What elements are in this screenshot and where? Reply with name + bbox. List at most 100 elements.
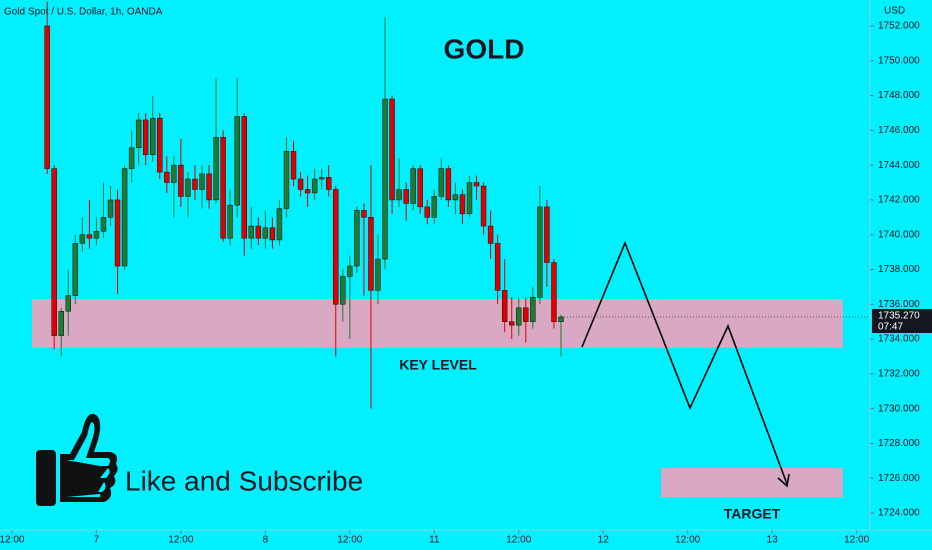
projection-arrowhead xyxy=(777,473,790,488)
y-tick-label: 1746.000 xyxy=(878,125,920,136)
candle-body xyxy=(375,258,381,291)
countdown-label: 07:47 xyxy=(878,322,903,333)
y-tick-label: 1740.000 xyxy=(878,229,920,240)
x-tick-label: 12:00 xyxy=(337,535,362,546)
candle-body xyxy=(107,199,114,218)
candle-body xyxy=(164,171,170,183)
y-tick-label: 1742.000 xyxy=(878,195,920,206)
x-tick-label: 12:00 xyxy=(0,535,25,546)
candle-body xyxy=(114,199,121,267)
x-tick-label: 13 xyxy=(767,535,779,546)
candle-body xyxy=(431,196,438,218)
candle-body xyxy=(509,321,515,326)
candle-body xyxy=(452,194,459,201)
y-tick-label: 1744.000 xyxy=(878,160,920,171)
candle-body xyxy=(354,210,360,267)
candle-body xyxy=(206,173,212,201)
y-tick-label: 1732.000 xyxy=(878,368,920,379)
candle-body xyxy=(276,208,283,241)
key-level-zone xyxy=(32,299,843,348)
candle-body xyxy=(304,189,311,194)
candle-body xyxy=(199,173,205,190)
chart-title: GOLD xyxy=(444,33,525,64)
y-tick-label: 1736.000 xyxy=(878,299,920,310)
candle-body xyxy=(551,262,557,322)
x-tick-label: 12:00 xyxy=(675,535,700,546)
y-tick-label: 1734.000 xyxy=(878,334,920,345)
candle-body xyxy=(417,168,423,208)
candle-body xyxy=(121,168,128,267)
candle-body xyxy=(530,297,536,322)
x-tick-label: 11 xyxy=(429,535,440,546)
x-tick-label: 12:00 xyxy=(844,535,869,546)
candle-body xyxy=(262,227,269,239)
candle-body xyxy=(142,119,149,155)
candle-body xyxy=(185,178,191,197)
candle-body xyxy=(459,194,466,215)
candle-body xyxy=(220,137,226,239)
candle-body xyxy=(248,225,254,239)
candle-body xyxy=(178,164,184,197)
y-tick-label: 1748.000 xyxy=(878,90,920,101)
candle-body xyxy=(135,119,142,148)
y-tick-label: 1724.000 xyxy=(878,508,920,519)
candle-body xyxy=(438,168,445,197)
candle-body xyxy=(241,116,247,239)
target-zone xyxy=(661,467,843,498)
candle-body xyxy=(58,310,64,336)
candle-body xyxy=(558,316,564,322)
y-tick-label: 1752.000 xyxy=(878,21,920,32)
key-level-label: KEY LEVEL xyxy=(399,357,477,373)
x-tick-label: 8 xyxy=(263,535,269,546)
candle-body xyxy=(297,178,304,190)
candle-body xyxy=(340,276,346,305)
candle-body xyxy=(269,227,276,241)
y-tick-label: 1730.000 xyxy=(878,403,920,414)
y-tick-label: 1728.000 xyxy=(878,438,920,449)
y-tick-label: 1738.000 xyxy=(878,264,920,275)
cta-text: Like and Subscribe xyxy=(125,465,363,496)
candle-body xyxy=(44,25,50,169)
candle-body xyxy=(501,290,508,322)
candle-body xyxy=(157,117,163,173)
candle-body xyxy=(544,206,550,263)
candle-body xyxy=(537,206,543,298)
last-price-label: 1735.270 xyxy=(878,311,920,322)
candle-body xyxy=(192,178,198,190)
y-tick-label: 1726.000 xyxy=(878,473,920,484)
candle-body xyxy=(100,217,107,232)
candle-body xyxy=(368,217,374,291)
candle-body xyxy=(326,177,332,190)
zones xyxy=(32,299,843,498)
candle-body xyxy=(51,168,57,336)
candle-body xyxy=(234,116,240,206)
candle-body xyxy=(382,98,388,260)
candle-body xyxy=(410,168,416,204)
candle-body xyxy=(347,265,353,277)
candle-body xyxy=(445,168,452,201)
thumbs-up-icon xyxy=(36,413,118,506)
y-tick-label: 1750.000 xyxy=(878,55,920,66)
candle-body xyxy=(79,234,86,244)
candle-body xyxy=(171,164,177,183)
x-tick-label: 12 xyxy=(598,535,610,546)
symbol-label: Gold Spot / U.S. Dollar, 1h, OANDA xyxy=(4,7,163,18)
candle-body xyxy=(311,178,318,194)
candle-body xyxy=(283,150,290,209)
candle-body xyxy=(466,182,473,215)
candle-body xyxy=(72,243,79,296)
candle-body xyxy=(389,98,395,201)
x-tick-label: 7 xyxy=(94,535,100,546)
candle-body xyxy=(480,185,487,227)
candle-body xyxy=(403,189,409,204)
candle-body xyxy=(333,189,339,305)
candle-body xyxy=(473,182,480,187)
candle-body xyxy=(255,225,262,239)
candle-body xyxy=(494,243,501,291)
projection-path xyxy=(581,240,788,485)
candle-body xyxy=(213,137,219,201)
target-label: TARGET xyxy=(724,506,781,522)
x-tick-label: 12:00 xyxy=(168,535,193,546)
